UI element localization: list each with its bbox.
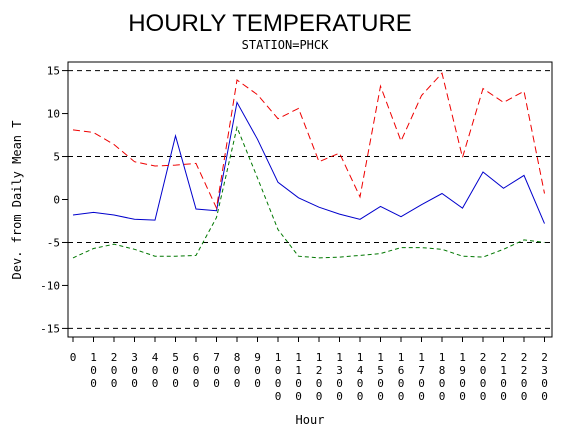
series-line-1 bbox=[72, 100, 545, 224]
reference-lines bbox=[68, 70, 552, 329]
y-tick-label: 0 bbox=[53, 194, 60, 207]
chart-subtitle: STATION=PHCK bbox=[242, 38, 329, 52]
x-axis: 0 1 0 0 2 0 0 3 0 0 4 0 0 5 0 0 6 0 0 7 0 0 8 0 0 9 0 0 1 0 0 0 1 1 0 0 1 2 0 0… bbox=[70, 337, 548, 403]
series-line-2 bbox=[72, 72, 545, 210]
series-lines bbox=[72, 72, 545, 259]
y-tick-label: -5 bbox=[47, 236, 60, 249]
x-axis-label: Hour bbox=[296, 413, 325, 427]
plot-frame bbox=[67, 61, 553, 338]
y-tick-label: -10 bbox=[40, 279, 60, 292]
y-tick-label: 5 bbox=[53, 151, 60, 164]
x-tick-label: 0 bbox=[70, 351, 77, 364]
y-axis-label: Dev. from Daily Mean T bbox=[10, 121, 24, 280]
y-axis: -15 -10 -5 0 5 10 15 bbox=[40, 65, 68, 335]
y-tick-label: 10 bbox=[47, 108, 60, 121]
chart-title: HOURLY TEMPERATURE bbox=[128, 10, 412, 37]
series-line-3 bbox=[72, 125, 545, 259]
y-tick-label: 15 bbox=[47, 65, 60, 78]
y-tick-label: -15 bbox=[40, 322, 60, 335]
